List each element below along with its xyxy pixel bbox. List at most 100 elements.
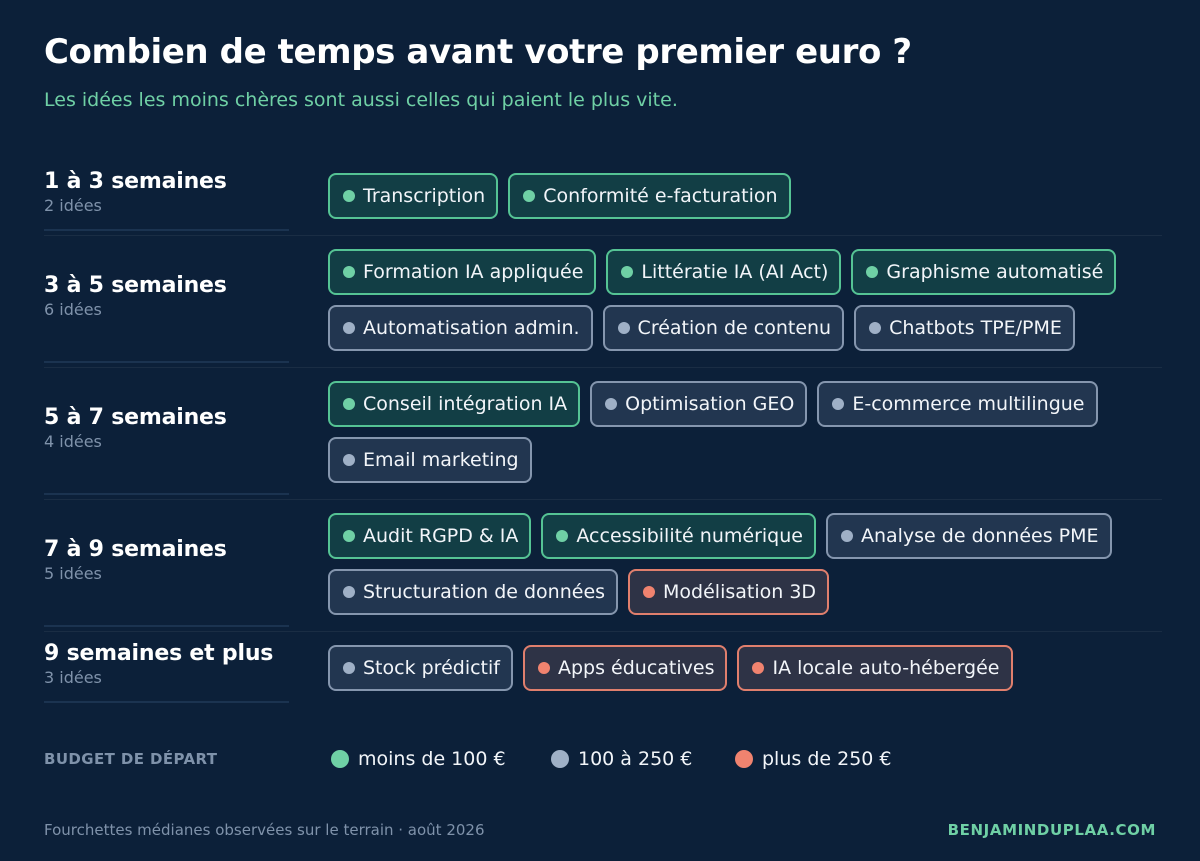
budget-dot-icon — [343, 190, 355, 202]
range-label: 3 à 5 semaines — [44, 273, 227, 298]
idea-chip-label: Email marketing — [363, 449, 519, 471]
range-block: 3 à 5 semaines 6 idées — [44, 273, 289, 363]
footer-brand: BENJAMINDUPLAA.COM — [947, 821, 1156, 839]
idea-chip: Email marketing — [328, 437, 532, 483]
idea-chip-label: Automatisation admin. — [363, 317, 580, 339]
idea-chip: Chatbots TPE/PME — [854, 305, 1075, 351]
chip-line: Conseil intégration IA Optimisation GEO E-… — [328, 381, 1168, 427]
idea-chip: Littératie IA (AI Act) — [606, 249, 842, 295]
idea-chips: Transcription Conformité e-facturation — [328, 173, 1168, 229]
range-block: 1 à 3 semaines 2 idées — [44, 169, 289, 231]
row-divider — [44, 235, 1162, 236]
budget-dot-icon — [643, 586, 656, 598]
row-divider — [44, 499, 1162, 500]
idea-chip: Création de contenu — [602, 305, 845, 351]
range-underline — [44, 625, 289, 627]
range-underline — [44, 701, 289, 703]
idea-chip-label: Conseil intégration IA — [363, 393, 568, 415]
budget-dot-icon — [752, 662, 765, 674]
idea-chip: E-commerce multilingue — [817, 381, 1098, 427]
range-count: 5 idées — [44, 564, 102, 583]
budget-dot-icon — [556, 530, 569, 542]
chip-line: Stock prédictif Apps éducatives IA locale … — [328, 645, 1168, 691]
legend-item-high: plus de 250 € — [735, 748, 892, 770]
range-block: 9 semaines et plus 3 idées — [44, 641, 289, 703]
idea-chip: Structuration de données — [328, 569, 619, 615]
legend-dot-icon — [735, 750, 753, 768]
idea-chip-label: Formation IA appliquée — [363, 261, 584, 283]
range-underline — [44, 361, 289, 363]
idea-chip: Apps éducatives — [522, 645, 728, 691]
budget-dot-icon — [343, 322, 355, 334]
idea-chip: Optimisation GEO — [590, 381, 808, 427]
legend-label: moins de 100 € — [358, 748, 506, 770]
range-label: 9 semaines et plus — [44, 641, 274, 666]
idea-chip-label: Transcription — [363, 185, 486, 207]
chip-line: Audit RGPD & IA Accessibilité numérique An… — [328, 513, 1168, 559]
row-divider — [44, 631, 1162, 632]
legend-dot-icon — [331, 750, 349, 768]
budget-dot-icon — [343, 662, 355, 674]
range-label: 7 à 9 semaines — [44, 537, 227, 562]
idea-chip: IA locale auto-hébergée — [737, 645, 1013, 691]
idea-chip: Analyse de données PME — [825, 513, 1112, 559]
idea-chip-label: Accessibilité numérique — [576, 525, 803, 547]
idea-chip-label: Apps éducatives — [557, 657, 715, 679]
idea-chip-label: Optimisation GEO — [625, 393, 795, 415]
idea-chip-label: Littératie IA (AI Act) — [641, 261, 829, 283]
idea-chip-label: Analyse de données PME — [860, 525, 1099, 547]
range-label: 5 à 7 semaines — [44, 405, 227, 430]
range-block: 5 à 7 semaines 4 idées — [44, 405, 289, 495]
idea-chip: Modélisation 3D — [628, 569, 830, 615]
idea-chip: Transcription — [328, 173, 499, 219]
legend-item-mid: 100 à 250 € — [551, 748, 692, 770]
budget-dot-icon — [343, 454, 355, 466]
idea-chip: Accessibilité numérique — [541, 513, 816, 559]
range-count: 3 idées — [44, 668, 102, 687]
idea-chip-label: Modélisation 3D — [663, 581, 817, 603]
legend-item-low: moins de 100 € — [331, 748, 506, 770]
budget-dot-icon — [617, 322, 630, 334]
idea-chips: Stock prédictif Apps éducatives IA locale … — [328, 645, 1168, 701]
range-count: 2 idées — [44, 196, 102, 215]
budget-dot-icon — [840, 530, 853, 542]
budget-dot-icon — [343, 266, 355, 278]
chip-line: Formation IA appliquée Littératie IA (AI … — [328, 249, 1168, 295]
idea-chips: Audit RGPD & IA Accessibilité numérique An… — [328, 513, 1168, 625]
chip-line: Email marketing — [328, 437, 1168, 483]
idea-chips: Formation IA appliquée Littératie IA (AI … — [328, 249, 1168, 361]
chip-line: Structuration de données Modélisation 3D — [328, 569, 1168, 615]
idea-chip: Audit RGPD & IA — [328, 513, 532, 559]
idea-chip: Stock prédictif — [328, 645, 513, 691]
idea-chip: Graphisme automatisé — [851, 249, 1117, 295]
range-underline — [44, 229, 289, 231]
idea-chip-label: IA locale auto-hébergée — [772, 657, 1000, 679]
chip-line: Transcription Conformité e-facturation — [328, 173, 1168, 219]
budget-dot-icon — [832, 398, 845, 410]
budget-dot-icon — [343, 398, 355, 410]
range-underline — [44, 493, 289, 495]
idea-chip: Conformité e-facturation — [508, 173, 791, 219]
idea-chip-label: Création de contenu — [637, 317, 832, 339]
legend-dot-icon — [551, 750, 569, 768]
page-title: Combien de temps avant votre premier eur… — [44, 32, 912, 72]
idea-chip-label: Conformité e-facturation — [543, 185, 778, 207]
range-count: 4 idées — [44, 432, 102, 451]
budget-dot-icon — [343, 530, 355, 542]
budget-dot-icon — [621, 266, 634, 278]
range-count: 6 idées — [44, 300, 102, 319]
range-label: 1 à 3 semaines — [44, 169, 227, 194]
budget-dot-icon — [869, 322, 882, 334]
idea-chip-label: Audit RGPD & IA — [363, 525, 519, 547]
idea-chip-label: E-commerce multilingue — [852, 393, 1085, 415]
idea-chip-label: Stock prédictif — [363, 657, 500, 679]
range-block: 7 à 9 semaines 5 idées — [44, 537, 289, 627]
legend-label: 100 à 250 € — [578, 748, 693, 770]
budget-dot-icon — [866, 266, 879, 278]
chip-line: Automatisation admin. Création de contenu… — [328, 305, 1168, 351]
idea-chips: Conseil intégration IA Optimisation GEO E-… — [328, 381, 1168, 493]
page-subtitle: Les idées les moins chères sont aussi ce… — [44, 89, 678, 111]
idea-chip: Automatisation admin. — [328, 305, 593, 351]
footer-note: Fourchettes médianes observées sur le te… — [44, 821, 485, 839]
